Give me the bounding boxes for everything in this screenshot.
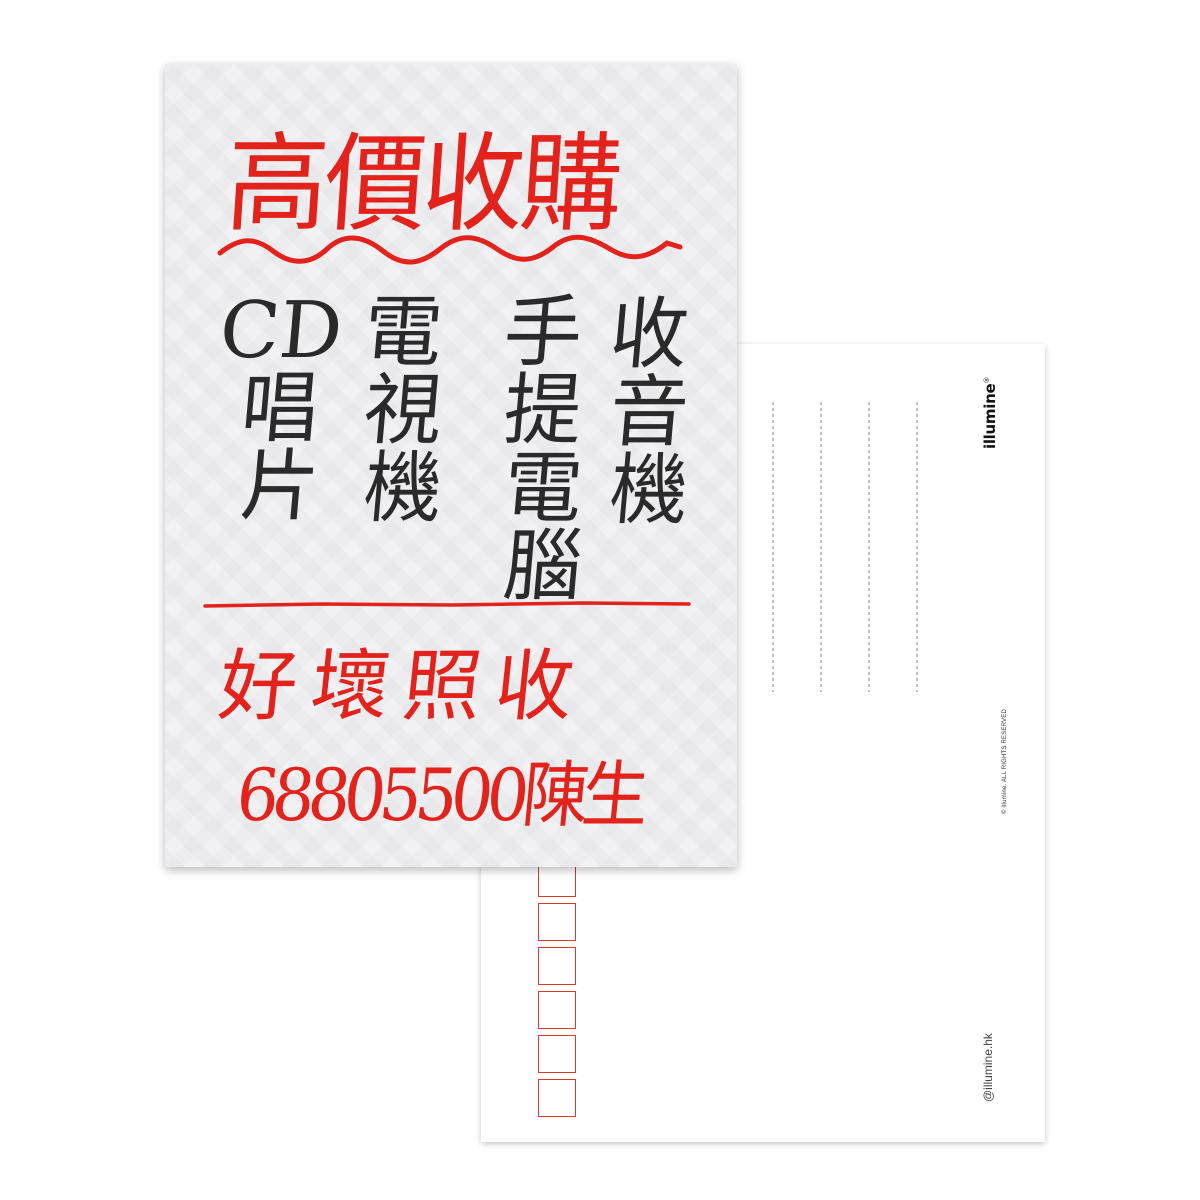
item-char: CD — [216, 286, 347, 376]
item-char: 視 — [360, 366, 446, 456]
brand-logo: illumine® — [981, 377, 999, 449]
postcode-box — [538, 903, 576, 941]
item-char: 電 — [360, 288, 446, 378]
item-column-tv: 電 視 機 — [343, 288, 463, 534]
item-char: 腦 — [500, 522, 586, 612]
postcode-boxes — [538, 859, 576, 1123]
wavy-underline — [217, 234, 683, 265]
item-char: 機 — [360, 444, 446, 534]
divider-line — [203, 601, 691, 608]
brand-name: illumine — [981, 383, 999, 449]
postcard-front: 高價收購 CD 唱 片 電 視 機 手 提 電 腦 收 音 機 好壞照收 688… — [165, 64, 737, 867]
item-char: 音 — [606, 368, 692, 458]
postcode-box — [538, 1035, 576, 1073]
social-handle: @illumine.hk — [981, 1033, 995, 1102]
contact-phone-name: 68805500陳生 — [232, 753, 647, 837]
brand-registered-mark: ® — [983, 376, 991, 384]
postcode-box — [538, 991, 576, 1029]
item-char: 片 — [237, 442, 323, 532]
postcode-box — [538, 947, 576, 985]
address-lines — [772, 402, 918, 692]
item-char: 唱 — [237, 364, 323, 454]
item-column-radio: 收 音 機 — [589, 290, 709, 536]
condition-phrase: 好壞照收 — [214, 642, 593, 732]
copyright-text: © illumine. ALL RIGHTS RESERVED — [1002, 709, 1008, 814]
item-char: 機 — [606, 446, 692, 536]
item-column-cd: CD 唱 片 — [216, 286, 346, 532]
postcode-box — [538, 1079, 576, 1117]
item-char: 收 — [606, 290, 692, 380]
